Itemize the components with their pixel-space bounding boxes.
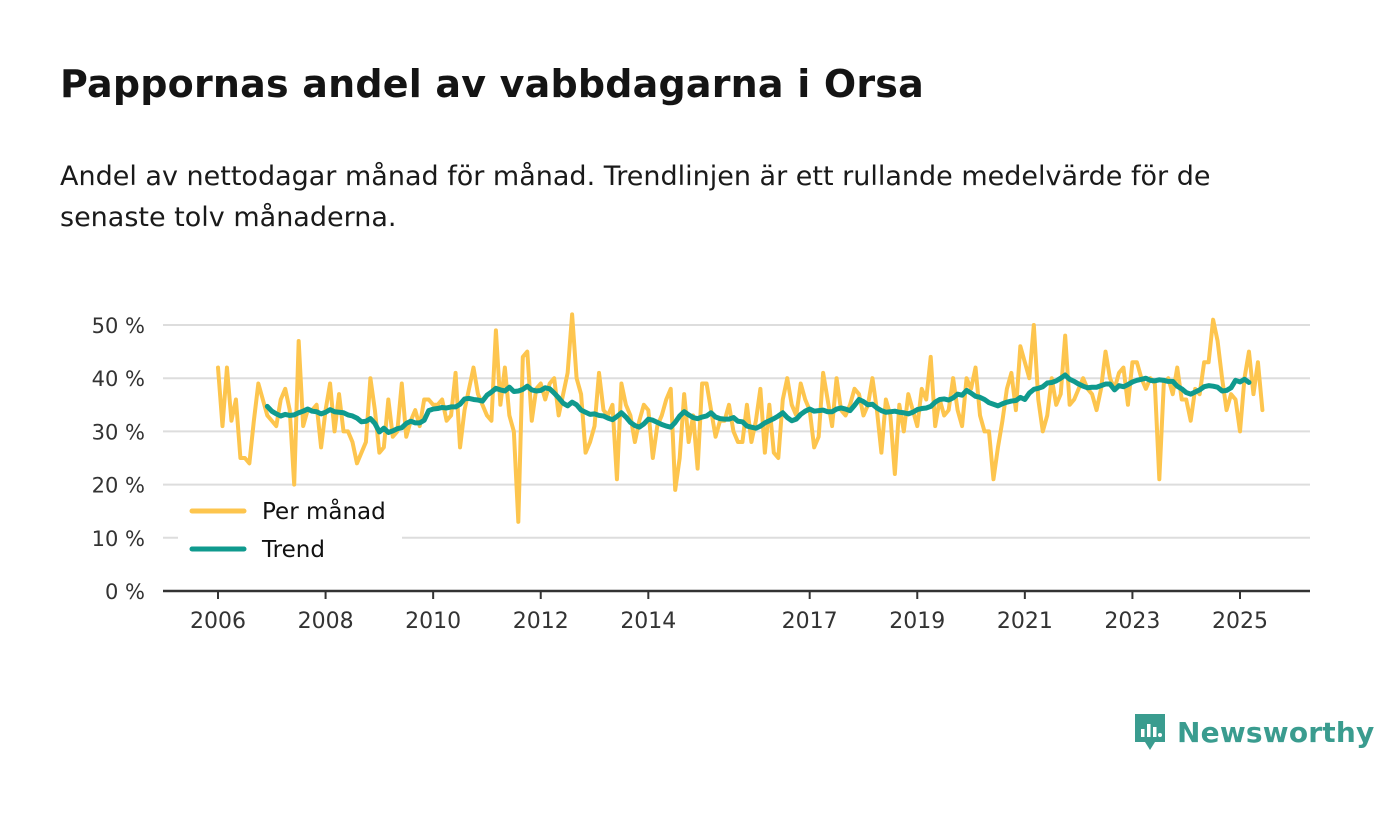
x-tick-label: 2021 (997, 609, 1053, 634)
chart-title: Pappornas andel av vabbdagarna i Orsa (60, 62, 924, 106)
y-tick-label: 40 % (92, 367, 145, 391)
series-line-trend (264, 372, 1252, 435)
y-tick-label: 0 % (105, 580, 145, 604)
x-tick-label: 2017 (782, 609, 838, 634)
x-tick-label: 2025 (1212, 609, 1268, 634)
chart-subtitle: Andel av nettodagar månad för månad. Tre… (60, 161, 1211, 233)
brand-name: Newsworthy (1177, 715, 1375, 749)
x-tick-label: 2010 (405, 609, 461, 634)
y-tick-label: 10 % (92, 527, 145, 551)
y-axis-ticks: 0 % 10 % 20 % 30 % 40 % 50 % (92, 314, 145, 604)
legend-label-per-month: Per månad (262, 497, 386, 525)
legend-background (178, 488, 402, 570)
newsworthy-logo-icon (1135, 714, 1165, 750)
y-tick-label: 20 % (92, 474, 145, 498)
legend: Per månad Trend (178, 488, 402, 570)
x-tick-label: 2006 (190, 609, 246, 634)
x-tick-label: 2014 (620, 609, 676, 634)
y-tick-label: 50 % (92, 314, 145, 338)
x-tick-label: 2019 (889, 609, 945, 634)
x-tick-label: 2023 (1104, 609, 1160, 634)
legend-label-trend: Trend (261, 537, 325, 563)
newsworthy-brand: Newsworthy (1133, 712, 1374, 752)
x-tick-label: 2012 (513, 609, 569, 634)
x-axis-ticks: 2006 2008 2010 2012 2014 2017 2019 2021 2023 2025 (190, 591, 1268, 634)
series-lines (216, 312, 1265, 524)
x-tick-label: 2008 (298, 609, 354, 634)
y-tick-label: 30 % (92, 420, 145, 444)
